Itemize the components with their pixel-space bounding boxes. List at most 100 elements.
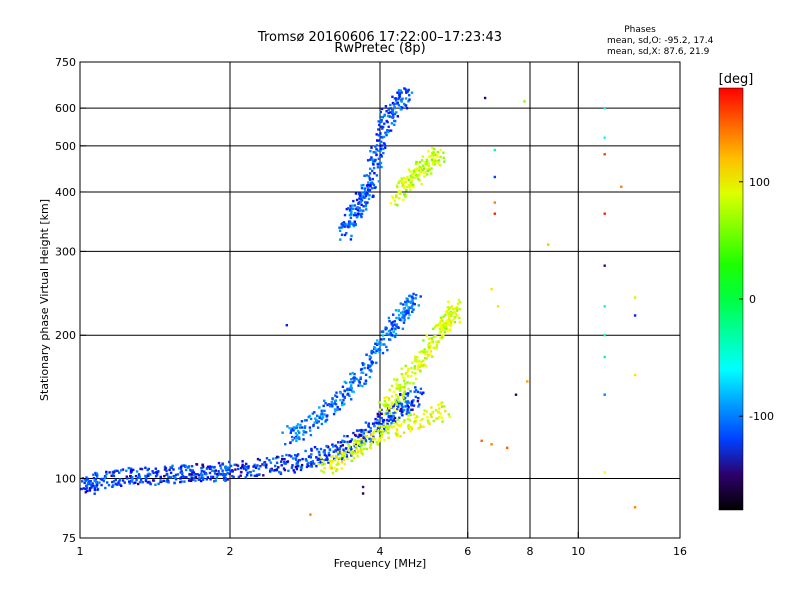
data-point xyxy=(365,431,368,434)
data-point xyxy=(388,319,391,323)
data-point xyxy=(330,455,333,458)
data-point xyxy=(384,146,387,149)
data-point xyxy=(419,295,422,298)
data-point xyxy=(397,181,400,184)
data-point xyxy=(389,107,392,110)
data-point xyxy=(369,158,372,161)
data-point xyxy=(363,190,367,193)
data-point xyxy=(379,161,383,165)
data-point xyxy=(317,463,320,466)
data-point xyxy=(633,296,637,299)
data-point xyxy=(392,421,396,425)
data-point xyxy=(323,409,326,412)
data-point xyxy=(431,340,434,344)
data-point xyxy=(412,302,415,305)
data-point xyxy=(440,334,444,337)
data-point xyxy=(138,476,141,479)
data-point xyxy=(411,310,414,313)
data-point xyxy=(407,387,410,391)
data-point xyxy=(205,472,208,476)
data-point xyxy=(439,330,442,333)
data-point xyxy=(336,406,339,409)
data-point xyxy=(526,380,529,383)
data-point xyxy=(384,430,387,433)
data-point xyxy=(394,203,397,206)
data-point xyxy=(404,300,407,304)
x-tick-label: 10 xyxy=(571,545,585,558)
data-point xyxy=(514,393,518,396)
data-point xyxy=(441,328,445,332)
data-point xyxy=(111,480,114,484)
data-point xyxy=(444,313,447,316)
data-point xyxy=(379,153,383,157)
data-point xyxy=(408,411,411,414)
data-point xyxy=(445,327,448,330)
data-point xyxy=(418,165,421,169)
data-point xyxy=(414,173,418,177)
data-point xyxy=(388,412,392,415)
data-point xyxy=(391,403,394,406)
data-point xyxy=(374,351,377,355)
data-point xyxy=(454,312,458,315)
data-point xyxy=(84,491,87,494)
data-point xyxy=(427,345,431,349)
data-point xyxy=(419,391,422,394)
data-point xyxy=(313,462,316,465)
data-point xyxy=(202,476,205,479)
data-point xyxy=(364,440,368,443)
data-point xyxy=(340,461,344,464)
data-point xyxy=(429,345,432,349)
data-point xyxy=(406,404,409,407)
data-point xyxy=(356,440,359,443)
data-point xyxy=(120,469,123,472)
data-point xyxy=(84,479,87,482)
data-point xyxy=(295,467,299,471)
data-point xyxy=(339,238,342,241)
data-point xyxy=(443,325,446,328)
data-point xyxy=(436,417,439,420)
data-point xyxy=(392,196,395,200)
data-point xyxy=(436,155,439,158)
data-point xyxy=(418,179,421,182)
data-point xyxy=(369,167,372,170)
data-point xyxy=(404,193,407,197)
data-point xyxy=(425,357,428,360)
data-point xyxy=(159,479,162,482)
data-point xyxy=(383,113,386,116)
data-point xyxy=(315,419,319,422)
data-point xyxy=(336,408,339,411)
data-point xyxy=(377,342,380,345)
data-point xyxy=(396,101,400,104)
data-point xyxy=(215,476,218,479)
data-point xyxy=(391,95,394,98)
data-point xyxy=(340,223,343,226)
data-point xyxy=(83,481,86,485)
data-point xyxy=(396,91,399,94)
data-point xyxy=(363,443,367,446)
data-point xyxy=(387,403,390,406)
data-point xyxy=(377,421,380,424)
data-point xyxy=(314,417,317,420)
data-point xyxy=(396,203,399,207)
data-point xyxy=(410,403,413,406)
data-point xyxy=(328,459,331,462)
data-point xyxy=(417,304,420,307)
data-point xyxy=(201,470,204,473)
data-point xyxy=(313,421,316,424)
data-point xyxy=(434,335,437,338)
data-point xyxy=(352,381,355,384)
data-point xyxy=(295,458,298,461)
data-point xyxy=(92,473,95,476)
data-point xyxy=(422,171,425,175)
data-point xyxy=(100,483,103,487)
data-point xyxy=(410,425,413,429)
data-point xyxy=(374,421,377,424)
data-point xyxy=(390,422,393,425)
data-point xyxy=(302,433,305,436)
data-point xyxy=(633,373,637,377)
data-point xyxy=(341,444,344,447)
data-point xyxy=(139,467,142,471)
data-point xyxy=(394,398,397,402)
data-point xyxy=(342,451,346,454)
data-point xyxy=(440,401,444,404)
